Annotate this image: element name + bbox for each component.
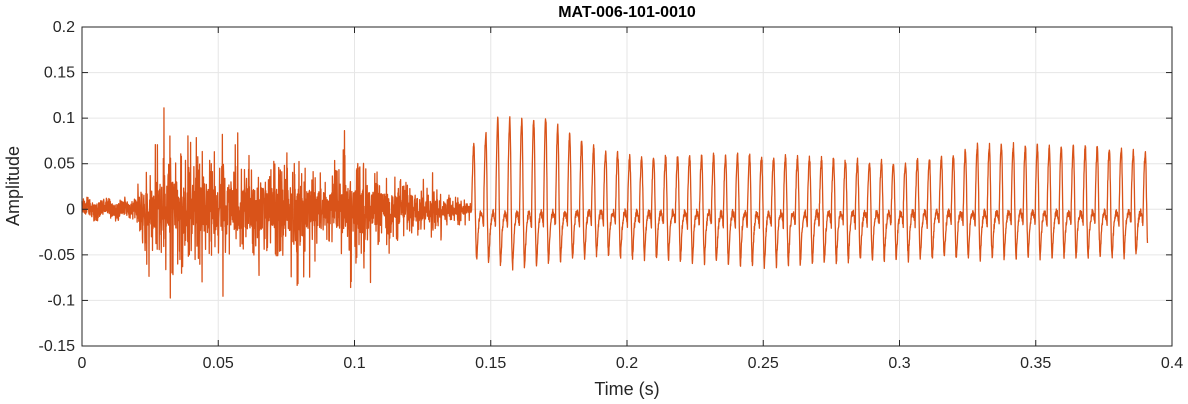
x-axis-label: Time (s) [594, 379, 659, 399]
x-tick-label: 0.3 [888, 355, 910, 372]
y-tick-label: 0.2 [53, 19, 75, 36]
x-tick-label: 0.4 [1161, 355, 1183, 372]
y-tick-label: 0.1 [53, 110, 75, 127]
plot-area [81, 107, 1149, 299]
y-tick-label: -0.05 [39, 247, 76, 264]
y-tick-label: 0.15 [44, 65, 75, 82]
grid [81, 26, 1173, 347]
y-tick-label: 0 [66, 201, 75, 218]
y-tick-label: 0.05 [44, 156, 75, 173]
x-tick-label: 0.05 [203, 355, 234, 372]
y-axis-label: Amplitude [3, 146, 23, 226]
x-tick-label: 0 [78, 355, 87, 372]
y-tick-label: -0.1 [47, 292, 75, 309]
axes: 0 0.05 0.1 0.15 0.2 0.25 0.3 0.35 0.4 -0.15 -0.1 -0… [39, 19, 1184, 372]
chart-title: MAT-006-101-0010 [558, 4, 696, 21]
x-tick-label: 0.25 [748, 355, 779, 372]
y-tick-label: -0.15 [39, 338, 76, 355]
x-tick-label: 0.35 [1020, 355, 1051, 372]
x-tick-label: 0.2 [616, 355, 638, 372]
waveform-line [81, 107, 1149, 299]
x-tick-label: 0.15 [475, 355, 506, 372]
x-tick-label: 0.1 [343, 355, 365, 372]
